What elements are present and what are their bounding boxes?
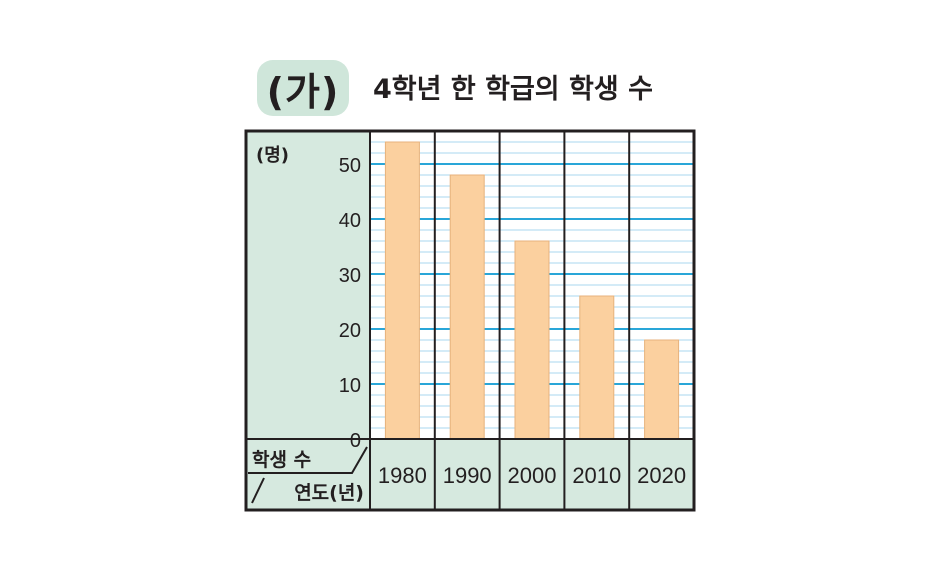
bar <box>644 339 680 440</box>
y-unit-label: (명) <box>256 145 289 166</box>
x-tick-label: 1990 <box>443 463 492 488</box>
chart-badge: (가) <box>257 60 349 116</box>
y-tick-label: 50 <box>339 155 361 177</box>
y-tick-label: 30 <box>339 265 361 287</box>
column-header-label: 연도(년) <box>294 482 364 504</box>
bar <box>514 240 550 440</box>
y-tick-label: 10 <box>339 375 361 397</box>
x-tick-label: 2000 <box>508 463 557 488</box>
header-divider-bottom <box>251 477 265 504</box>
header-divider-top <box>248 446 368 474</box>
x-tick-label: 1980 <box>378 463 427 488</box>
y-axis-panel <box>246 131 370 439</box>
y-tick-label: 0 <box>350 430 361 452</box>
x-tick-label: 2020 <box>637 463 686 488</box>
bar <box>579 295 615 440</box>
y-tick-label: 20 <box>339 320 361 342</box>
chart-border <box>244 129 696 512</box>
chart-title: 4학년 한 학급의 학생 수 <box>373 74 653 105</box>
table-panel <box>246 439 694 510</box>
bar <box>384 141 420 440</box>
x-tick-label: 2010 <box>572 463 621 488</box>
row-header-label: 학생 수 <box>252 449 311 471</box>
bar <box>449 174 485 440</box>
y-tick-label: 40 <box>339 210 361 232</box>
